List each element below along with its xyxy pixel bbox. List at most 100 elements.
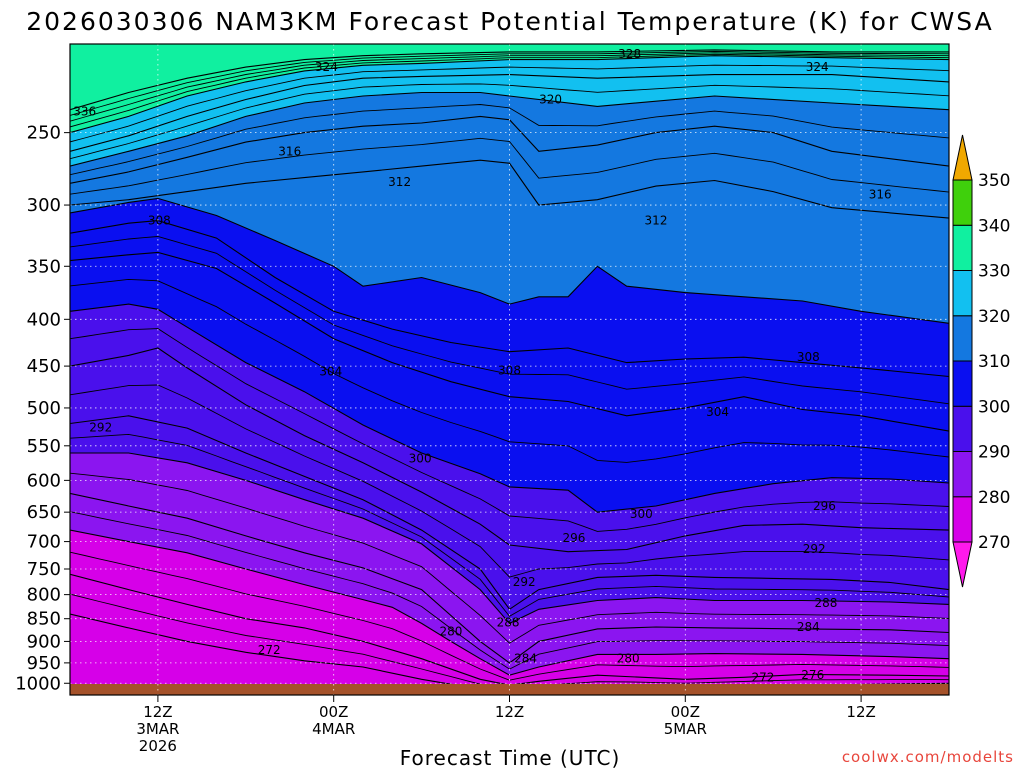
isentrope-298 — [70, 328, 949, 532]
band-below-272 — [70, 614, 949, 695]
contour-label: 300 — [409, 452, 432, 466]
x-tick-label: 3MAR — [136, 720, 179, 738]
colorbar-tick-label: 310 — [978, 352, 1010, 372]
contour-label: 304 — [319, 364, 342, 378]
colorbar-segment — [952, 270, 973, 317]
colorbar-arrow-low — [952, 541, 973, 588]
y-tick-label: 850 — [27, 609, 61, 630]
contour-label: 272 — [258, 643, 281, 657]
isentrope-334 — [70, 50, 949, 116]
y-tick-label: 250 — [27, 123, 61, 144]
colorbar-tick-label: 350 — [978, 171, 1010, 191]
contour-label: 284 — [797, 620, 820, 634]
contour-label: 320 — [539, 93, 562, 107]
y-tick-label: 550 — [27, 436, 61, 457]
colorbar-tick-label: 300 — [978, 397, 1010, 417]
x-tick-label: 12Z — [495, 703, 524, 721]
x-tick-label: 5MAR — [664, 720, 707, 738]
credit-text: coolwx.com/modelts — [842, 748, 1014, 766]
isentrope-294 — [70, 384, 949, 578]
contour-label: 284 — [514, 652, 537, 666]
isentrope-312 — [70, 159, 949, 219]
isentrope-336 — [70, 49, 949, 111]
colorbar-segment — [952, 224, 973, 271]
y-tick-label: 450 — [27, 356, 61, 377]
y-tick-label: 400 — [27, 309, 61, 330]
colorbar-tick-label: 330 — [978, 262, 1010, 282]
contour-label: 280 — [617, 652, 640, 666]
isentrope-288 — [70, 452, 949, 625]
contour-label: 300 — [630, 507, 653, 521]
contour-label: 312 — [388, 175, 411, 189]
contour-label: 272 — [751, 670, 774, 684]
colorbar-segment — [952, 451, 973, 498]
isentrope-302 — [70, 278, 949, 463]
isentrope-332 — [70, 52, 949, 122]
colorbar-legend: 270 280 290 300 310 320 330 340 350 — [952, 134, 1010, 588]
pressure-axis: 250 300 350 400 450 500 550 600 650 700 750 800 8509… — [15, 123, 70, 694]
isentrope-316 — [70, 115, 949, 184]
y-tick-label: 1000 — [15, 673, 61, 694]
contour-label: 296 — [563, 531, 586, 545]
colorbar-tick-label: 290 — [978, 443, 1010, 463]
x-tick-label: 00Z — [671, 703, 700, 721]
colorbar-arrow-high — [952, 134, 973, 181]
isentrope-296 — [70, 347, 949, 553]
contour-label: 288 — [814, 596, 837, 610]
contour-label: 292 — [803, 542, 826, 556]
contour-label: 304 — [706, 405, 729, 419]
contour-label: 336 — [73, 104, 96, 118]
isentrope-300 — [70, 303, 949, 513]
contour-label: 324 — [315, 60, 338, 74]
contour-label: 316 — [869, 187, 892, 201]
x-axis-label: Forecast Time (UTC) — [400, 746, 621, 768]
colorbar-segment — [952, 405, 973, 452]
isentrope-330 — [70, 53, 949, 128]
colorbar-tick-label: 270 — [978, 533, 1010, 553]
isentrope-326 — [70, 64, 949, 143]
isentrope-280 — [70, 529, 949, 676]
y-tick-label: 700 — [27, 532, 61, 553]
isentrope-314 — [70, 137, 949, 195]
contour-label: 276 — [801, 668, 824, 682]
y-tick-label: 800 — [27, 585, 61, 606]
y-tick-label: 300 — [27, 195, 61, 216]
contour-label: 328 — [618, 47, 641, 61]
contour-label: 316 — [278, 144, 301, 158]
contour-label: 308 — [148, 214, 171, 228]
x-tick-label: 4MAR — [312, 720, 355, 738]
colorbar-tick-label: 280 — [978, 488, 1010, 508]
isentrope-320 — [70, 91, 949, 167]
isentrope-328 — [70, 55, 949, 134]
y-tick-label: 500 — [27, 398, 61, 419]
isentrope-286 — [70, 472, 949, 644]
contour-label: 292 — [513, 575, 536, 589]
contour-label: 308 — [797, 350, 820, 364]
colorbar-segment — [952, 179, 973, 226]
contour-label: 288 — [497, 615, 520, 629]
colorbar-tick-label: 340 — [978, 216, 1010, 236]
isentrope-290 — [70, 433, 949, 617]
isentrope-284 — [70, 492, 949, 664]
contour-label: 280 — [439, 625, 462, 639]
x-tick-label: 2026 — [139, 737, 177, 755]
y-tick-label: 600 — [27, 470, 61, 491]
contour-labels: 336 328 324 324 320 316 312 316 312 308 304 308 308 3… — [73, 47, 891, 684]
x-tick-label: 00Z — [319, 703, 348, 721]
x-tick-label: 12Z — [846, 703, 875, 721]
isentrope-276 — [70, 573, 949, 686]
contour-label: 308 — [498, 363, 521, 377]
isentrope-304 — [70, 251, 949, 432]
y-tick-label: 650 — [27, 502, 61, 523]
contour-label: 312 — [645, 214, 668, 228]
y-tick-label: 750 — [27, 559, 61, 580]
plot-area: 336 328 324 324 320 316 312 316 312 308 304 308 308 3… — [70, 44, 949, 695]
isentrope-324 — [70, 74, 949, 152]
contour-label: 296 — [813, 499, 836, 513]
y-tick-label: 900 — [27, 631, 61, 652]
colorbar-segment — [952, 315, 973, 362]
isentrope-308 — [70, 220, 949, 378]
y-tick-label: 350 — [27, 256, 61, 277]
x-tick-label: 12Z — [143, 703, 172, 721]
